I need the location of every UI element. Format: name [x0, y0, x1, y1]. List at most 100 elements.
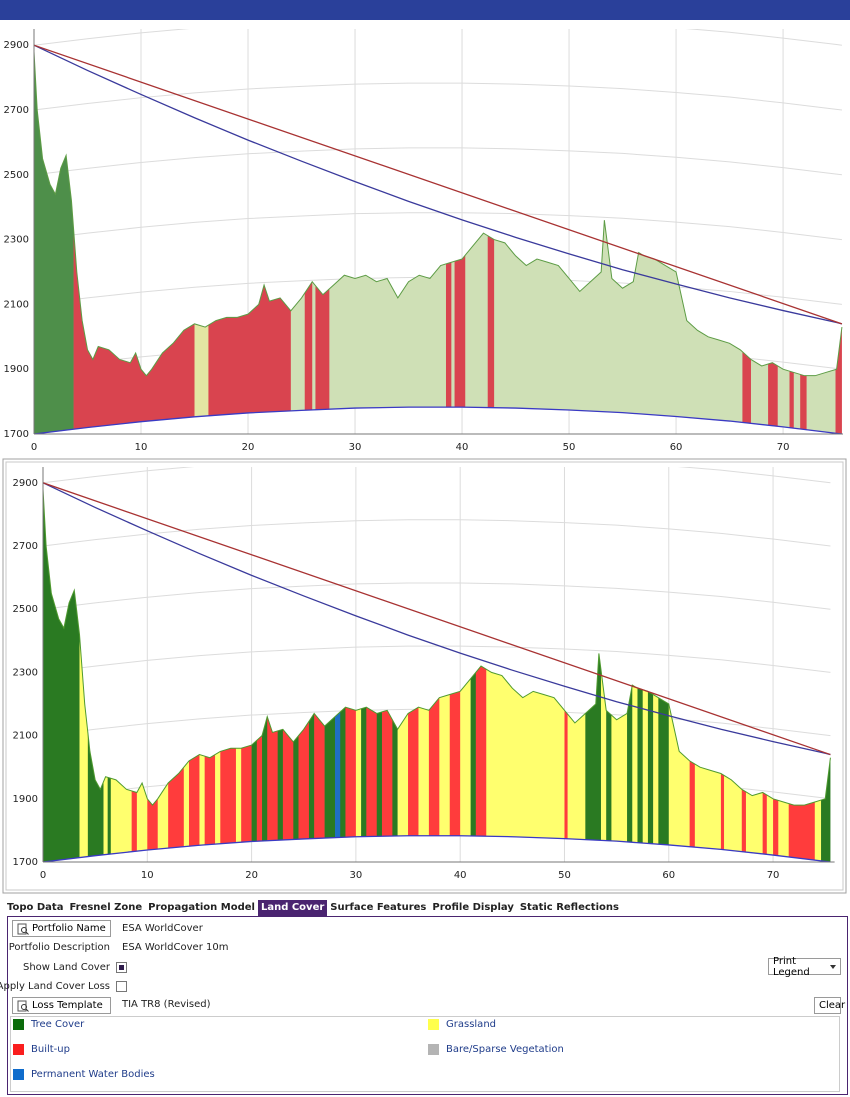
land-cover-segment	[267, 489, 278, 862]
curved-sightline	[43, 482, 831, 756]
x-tick-label: 40	[456, 442, 469, 453]
land-cover-segment	[199, 489, 205, 862]
land-cover-segment	[653, 489, 659, 862]
land-cover-segment	[720, 489, 725, 862]
x-tick-label: 60	[662, 870, 675, 881]
dropdown-arrow	[830, 964, 836, 969]
land-cover-segment	[314, 489, 325, 862]
x-tick-label: 30	[350, 870, 363, 881]
land-cover-segment	[487, 51, 495, 434]
land-cover-segment	[585, 489, 602, 862]
land-cover-segment	[606, 489, 612, 862]
x-tick-label: 40	[454, 870, 467, 881]
plot-area	[43, 467, 831, 862]
land-cover-segment	[308, 489, 315, 862]
x-tick-label: 10	[141, 870, 154, 881]
land-cover-segment	[689, 489, 696, 862]
loss-template: TIA TR8 (Revised)	[122, 999, 211, 1010]
button-label: Portfolio Name	[32, 923, 106, 934]
y-tick-label: 2100	[4, 299, 29, 310]
land-cover-segment	[355, 489, 362, 862]
x-tick-label: 20	[242, 442, 255, 453]
legend-label: Bare/Sparse Vegetation	[446, 1044, 564, 1055]
portfolio-name-button[interactable]: Portfolio Name	[12, 920, 111, 937]
land-cover-segment	[564, 489, 568, 862]
checkbox[interactable]	[116, 962, 127, 973]
tab[interactable]: Topo Data	[7, 902, 64, 913]
legend-label: Grassland	[446, 1019, 496, 1030]
grid-line	[43, 582, 831, 610]
tab[interactable]: Propagation Model	[148, 902, 255, 913]
land-cover-segment	[668, 489, 690, 862]
land-cover-segment	[460, 489, 471, 862]
y-tick-label: 2900	[4, 40, 29, 51]
button-label: Clear	[819, 1000, 846, 1011]
land-cover-segment	[376, 489, 383, 862]
land-cover-segment	[773, 489, 779, 862]
print-legend-dropdown[interactable]: Print Legend	[768, 955, 841, 978]
land-cover-segment	[335, 489, 341, 862]
y-tick-label: 2300	[4, 235, 29, 246]
legend-swatch	[13, 1069, 24, 1080]
legend-swatch	[428, 1044, 439, 1055]
land-cover-segment	[647, 489, 654, 862]
land-cover-segment	[87, 489, 104, 862]
loss-template-button[interactable]: Loss Template	[12, 997, 111, 1014]
earth-curve	[34, 406, 843, 434]
land-cover-segment	[642, 489, 649, 862]
land-cover-segment	[408, 489, 419, 862]
land-cover-segment	[345, 489, 357, 862]
land-cover-segment	[475, 489, 487, 862]
y-tick-label: 2700	[4, 105, 29, 116]
tab[interactable]: Surface Features	[330, 902, 427, 913]
terrain-line	[43, 489, 831, 806]
land-cover-segment	[381, 489, 393, 862]
land-cover-panel	[7, 916, 848, 1095]
y-tick-label: 1700	[4, 429, 29, 440]
button-label: Loss Template	[32, 1000, 103, 1011]
land-cover	[43, 489, 831, 862]
land-cover-segment	[366, 489, 378, 862]
land-cover-segment	[470, 489, 477, 862]
land-cover-segment	[439, 489, 451, 862]
legend-swatch	[13, 1019, 24, 1030]
tab[interactable]: Profile Display	[432, 902, 514, 913]
land-cover-segment	[694, 489, 722, 862]
land-cover-segment	[43, 489, 80, 862]
land-cover-segment	[256, 489, 263, 862]
grid-line	[34, 147, 842, 176]
land-cover-segment	[821, 489, 831, 862]
y-tick-label: 2100	[13, 731, 38, 742]
land-cover-segment	[251, 489, 258, 862]
land-cover-segment	[600, 489, 607, 862]
field-label: Show Land Cover	[22, 962, 110, 973]
y-tick-label: 1900	[13, 794, 38, 805]
clear-button[interactable]: Clear	[814, 997, 845, 1014]
legend-label: Tree Cover	[31, 1019, 85, 1030]
dropdown-label: Print Legend	[773, 955, 810, 978]
checkbox[interactable]	[116, 981, 127, 992]
land-cover-segment	[293, 489, 299, 862]
x-tick-label: 70	[777, 442, 790, 453]
tab[interactable]: Fresnel Zone	[69, 902, 143, 913]
sightline	[43, 482, 831, 756]
tab[interactable]: Land Cover	[257, 900, 328, 916]
land-cover-segment	[262, 489, 268, 862]
title-bar	[0, 0, 850, 20]
legend-box	[10, 1016, 840, 1092]
land-cover-segment	[741, 489, 747, 862]
tab[interactable]: Static Reflections	[519, 902, 619, 913]
grid-line	[34, 29, 842, 46]
land-cover-segment	[79, 489, 89, 862]
land-cover-segment	[183, 489, 190, 862]
search-icon	[17, 1000, 29, 1012]
grid-line	[43, 467, 831, 484]
land-cover-segment	[277, 489, 284, 862]
land-cover-segment	[147, 489, 159, 862]
land-cover-segment	[724, 489, 743, 862]
land-cover-segment	[428, 489, 440, 862]
land-cover-segment	[215, 489, 221, 862]
land-cover-segment	[189, 489, 200, 862]
profile-charts: 0 10 20 30 40 50 60 70 1700 1900 2100 2300 2500 2700 2…	[0, 0, 850, 894]
